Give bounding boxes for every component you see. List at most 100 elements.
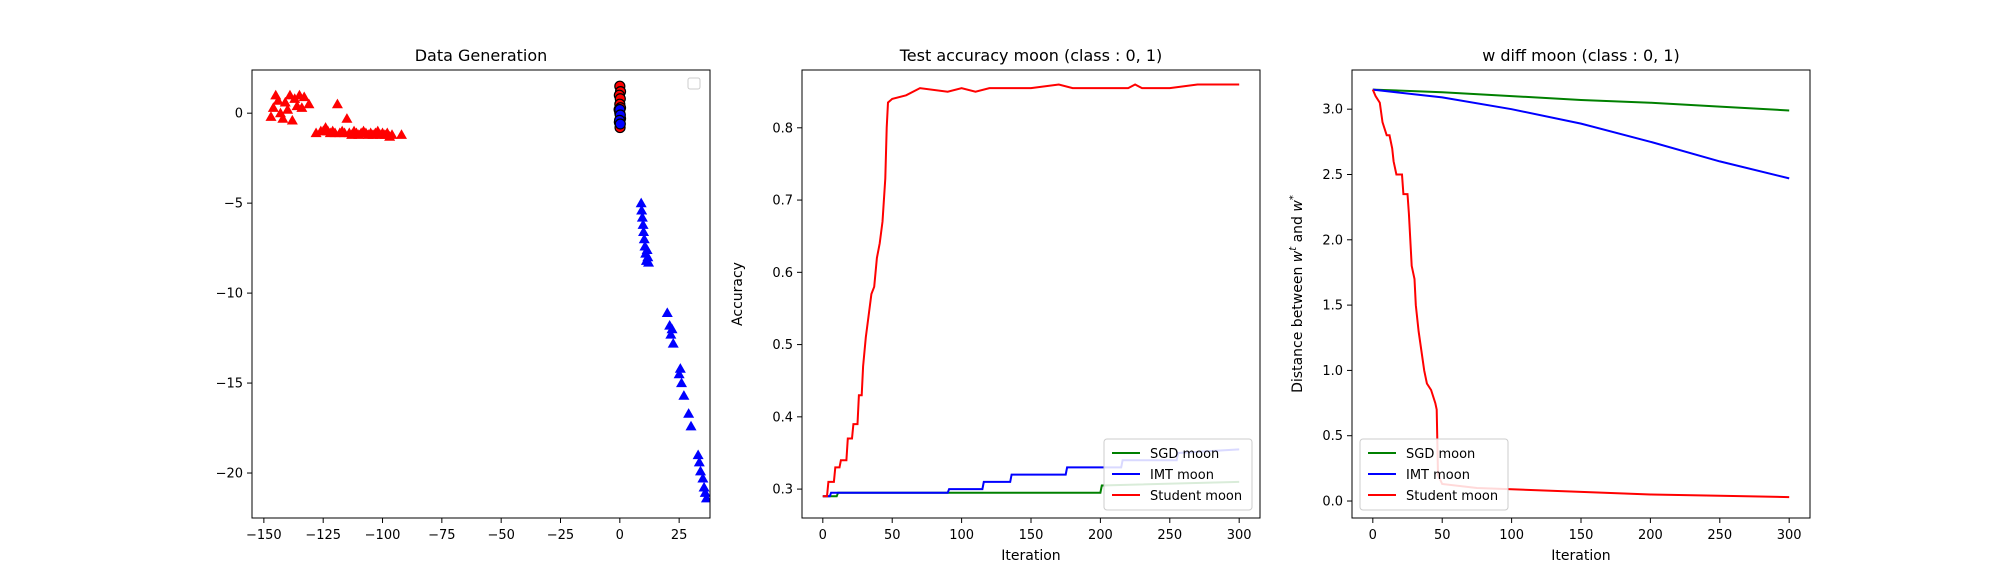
scatter-point-s2 [700,492,710,503]
scatter-point-s2 [666,323,678,334]
x-tick-label: 0 [1369,528,1377,543]
scatter-point-s2 [698,481,710,492]
scatter-point-s1 [303,98,315,109]
x-tick-label: 50 [884,528,901,543]
x-tick-label: 150 [1019,528,1044,543]
legend-label: Student moon [1406,489,1498,504]
plot-area [265,80,710,503]
plot-area [822,83,1240,498]
y-tick-label: −15 [216,377,243,392]
y-tick-label: 0.5 [772,338,793,353]
scatter-point-s1 [279,96,291,107]
legend-label: Student moon [1150,489,1242,504]
scatter-point-s1 [331,98,343,109]
x-tick-label: −150 [246,528,282,543]
chart-1: Data Generation −150 −125 −100 −75 −50 −25 0 25 0… [216,46,711,543]
x-tick-label: 200 [1638,528,1663,543]
x-tick-label: 300 [1777,528,1802,543]
y-tick-label: −20 [216,467,243,482]
legend-label: IMT moon [1150,468,1214,483]
x-tick-label: 250 [1707,528,1732,543]
y-tick-label: 1.5 [1322,299,1343,314]
x-tick-label: 150 [1569,528,1594,543]
series-line-sgd-moon [1372,88,1790,112]
chart-title: Data Generation [415,46,548,65]
scatter-point-s1 [396,129,408,139]
scatter-point-s2 [635,197,647,208]
scatter-point-s2 [641,244,653,255]
chart-title: w diff moon (class : 0, 1) [1482,46,1680,65]
scatter-point-s2 [636,204,648,215]
x-tick-label: 100 [1499,528,1524,543]
x-axis-label: Iteration [1001,548,1060,564]
y-tick-label: 0.6 [772,266,793,281]
x-tick-label: 100 [949,528,974,543]
chart-3: w diff moon (class : 0, 1) 0 50 100 150 200 25… [1288,46,1811,564]
y-tick-label: 1.0 [1322,364,1343,379]
scatter-point-s1 [267,102,279,112]
x-tick-label: 200 [1088,528,1113,543]
y-tick-label: −5 [224,197,243,212]
scatter-point-s2 [637,219,649,229]
x-tick-label: 50 [1434,528,1451,543]
scatter-point-s1 [277,113,289,123]
scatter-point-s2 [636,212,648,222]
scatter-point-s2 [661,307,673,318]
series-line-student-moon [822,83,1240,498]
x-tick-label: −25 [547,528,574,543]
legend-box [1103,438,1253,511]
scatter-point-s2 [674,363,686,373]
y-tick-label: 0 [235,107,243,122]
scatter-point-s1 [286,114,298,125]
x-tick-label: −75 [428,528,455,543]
y-tick-label: 0.8 [772,121,793,136]
scatter-point-s2 [693,456,705,467]
y-tick-label: 0.4 [772,410,793,425]
y-tick-label: 0.5 [1322,429,1343,444]
scatter-point-s4 [614,118,626,130]
x-tick-label: 250 [1157,528,1182,543]
x-tick-label: 0 [819,528,827,543]
y-tick-label: 2.5 [1322,168,1343,183]
legend-label: IMT moon [1406,468,1470,483]
y-tick-label: 0.3 [772,483,793,498]
legend-box [1359,438,1509,511]
x-tick-label: 25 [671,528,688,543]
plot-frame [251,69,711,519]
scatter-point-s2 [643,257,655,267]
x-axis-label: Iteration [1551,548,1610,564]
legend: SGD moon IMT moon Student moon [1359,438,1509,511]
legend: SGD moon IMT moon Student moon [1103,438,1253,511]
plot-area [1371,88,1790,499]
scatter-point-s1 [341,113,353,123]
x-tick-label: −125 [305,528,341,543]
scatter-point-s2 [678,390,690,400]
y-tick-label: 2.0 [1322,233,1343,248]
scatter-point-s2 [642,251,654,262]
chart-title: Test accuracy moon (class : 0, 1) [899,46,1163,65]
scatter-point-s1 [265,111,277,121]
legend-box [687,77,701,90]
y-axis-label: Distance between wt and w* [1288,195,1306,393]
scatter-point-s2 [683,408,695,418]
scatter-point-s1 [282,104,294,114]
scatter-point-s2 [638,233,650,244]
x-tick-label: −100 [365,528,401,543]
y-tick-label: 0.7 [772,194,793,209]
scatter-point-s2 [667,337,679,348]
scatter-point-s2 [638,226,650,237]
legend-label: SGD moon [1150,447,1219,462]
scatter-point-s2 [676,377,688,388]
legend-label: SGD moon [1406,447,1475,462]
scatter-point-s1 [272,95,284,105]
y-tick-label: −10 [216,287,243,302]
scatter-point-s2 [665,328,677,339]
scatter-point-s1 [296,102,308,112]
scatter-point-s2 [695,465,707,476]
x-tick-label: 0 [616,528,624,543]
scatter-point-s2 [685,420,697,431]
y-axis-label: Accuracy [730,262,746,326]
chart-2: Test accuracy moon (class : 0, 1) 0 50 100 1… [730,46,1261,564]
scatter-point-s1 [386,129,398,139]
